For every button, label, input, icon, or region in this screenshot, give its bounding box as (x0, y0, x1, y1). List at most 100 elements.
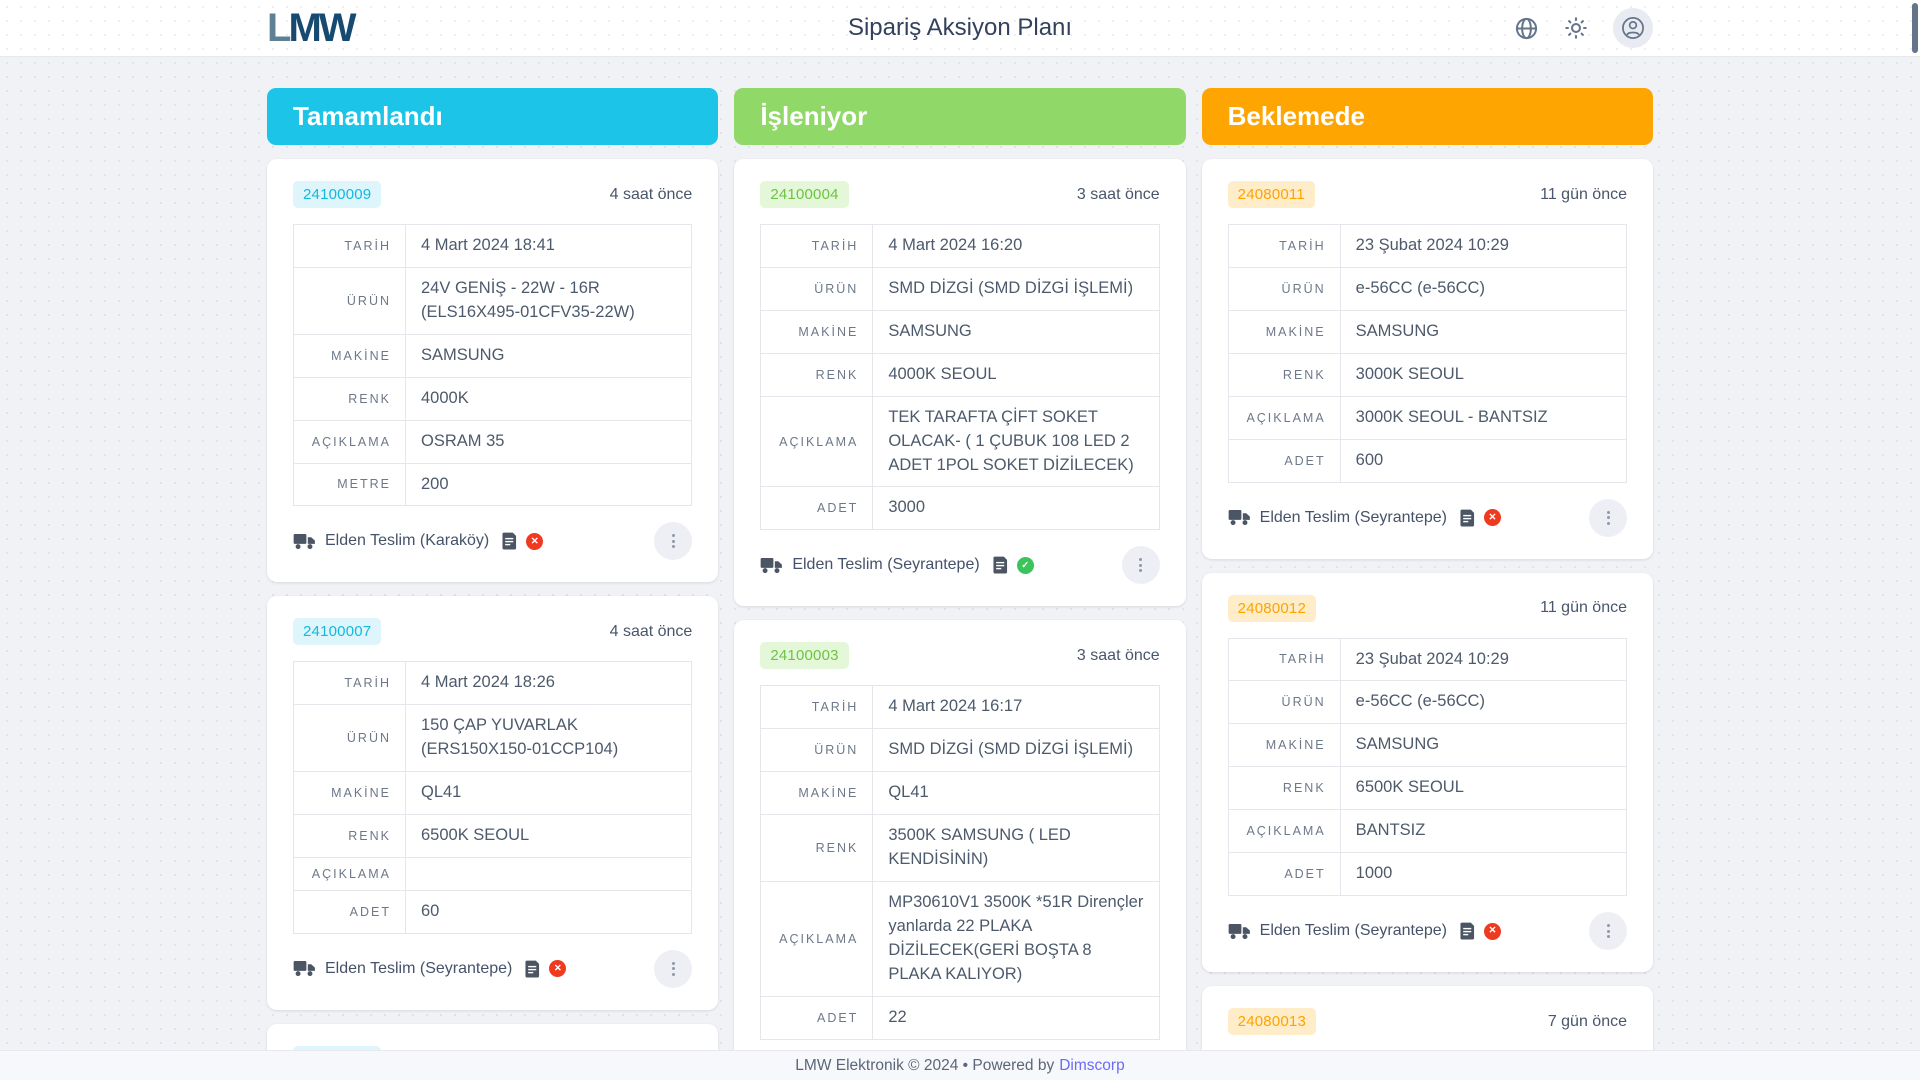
card-menu-button[interactable] (1589, 498, 1627, 537)
detail-row: MAKİNE SAMSUNG (1227, 723, 1628, 768)
order-details-table: TARİH 4 Mart 2024 18:26 ÜRÜN 150 ÇAP YUVARL… (293, 661, 693, 934)
card-footer: Elden Teslim (Seyrantepe) ✕ (1228, 498, 1627, 537)
detail-label: ÜRÜN (293, 266, 406, 335)
time-ago-label: 11 gün önce (1540, 185, 1627, 203)
detail-row: TARİH 23 Şubat 2024 10:29 (1227, 637, 1628, 682)
detail-row: ÜRÜN 150 ÇAP YUVARLAK (ERS150X150-01CCP10… (293, 704, 693, 773)
truck-icon (293, 533, 316, 550)
order-card[interactable]: 24080011 11 gün önce TARİH 23 Şubat 2024 … (1201, 159, 1653, 559)
time-ago-label: 4 saat önce (609, 622, 693, 640)
detail-row: AÇIKLAMA (293, 857, 693, 892)
status-error-icon: ✕ (526, 532, 544, 550)
detail-row: AÇIKLAMA BANTSIZ (1227, 809, 1628, 854)
order-number-badge: 24100009 (293, 181, 382, 208)
card-menu-button[interactable] (1589, 912, 1627, 951)
detail-row: TARİH 4 Mart 2024 16:17 (760, 685, 1160, 730)
detail-row: METRE 200 (293, 462, 693, 507)
page-title: Sipariş Aksiyon Planı (847, 14, 1073, 41)
column-cards: 24100004 3 saat önce TARİH 4 Mart 2024 16… (734, 159, 1186, 1080)
detail-row: MAKİNE SAMSUNG (760, 309, 1160, 354)
detail-label: RENK (1227, 766, 1341, 811)
detail-label: TARİH (293, 224, 406, 268)
document-icon[interactable] (993, 556, 1008, 574)
detail-label: MAKİNE (1227, 723, 1341, 768)
truck-icon (1228, 923, 1251, 940)
order-card[interactable]: 24100009 4 saat önce TARİH 4 Mart 2024 18… (267, 159, 719, 583)
detail-value: SMD DİZGİ (SMD DİZGİ İŞLEMİ) (872, 728, 1160, 773)
order-details-table: TARİH 23 Şubat 2024 10:29 ÜRÜN e-56CC (e-56… (1227, 224, 1628, 483)
page-scrollbar[interactable] (1912, 3, 1918, 53)
column-title: Tamamlandı (293, 101, 443, 131)
detail-row: RENK 3500K SAMSUNG ( LED KENDİSİNİN) (760, 814, 1160, 882)
detail-label: MAKİNE (293, 333, 406, 378)
document-icon[interactable] (1460, 922, 1475, 940)
detail-label: RENK (760, 352, 874, 397)
detail-value: 3000 (872, 486, 1160, 531)
document-icon[interactable] (1460, 509, 1475, 527)
dimscorp-link[interactable]: Dimscorp (1059, 1056, 1125, 1074)
column-title: İşleniyor (760, 101, 868, 131)
order-number-badge: 24100007 (293, 618, 382, 646)
user-icon (1620, 15, 1646, 41)
status-error-icon: ✕ (1484, 509, 1502, 527)
time-ago-label: 11 gün önce (1540, 599, 1627, 617)
user-avatar-button[interactable] (1613, 8, 1653, 48)
delivery-method-label: Elden Teslim (Karaköy) (325, 532, 490, 550)
detail-label: RENK (1227, 352, 1341, 397)
detail-label: TARİH (1227, 224, 1341, 268)
column-cards: 24100009 4 saat önce TARİH 4 Mart 2024 18… (267, 159, 719, 1080)
language-globe-button[interactable] (1514, 16, 1539, 41)
order-number-badge: 24080012 (1227, 594, 1316, 622)
order-details-table: TARİH 4 Mart 2024 16:17 ÜRÜN SMD DİZGİ (SMD… (760, 685, 1160, 1040)
detail-value: 23 Şubat 2024 10:29 (1339, 637, 1628, 682)
footer-text: LMW Elektronik © 2024 • Powered by (795, 1056, 1055, 1074)
detail-label: ADET (293, 890, 406, 934)
order-card[interactable]: 24100004 3 saat önce TARİH 4 Mart 2024 16… (734, 159, 1186, 607)
detail-value: 600 (1339, 438, 1628, 483)
truck-icon (1228, 509, 1251, 526)
order-card[interactable]: 24100007 4 saat önce TARİH 4 Mart 2024 18… (267, 596, 719, 1010)
detail-value: 4 Mart 2024 16:17 (872, 685, 1160, 730)
card-footer: Elden Teslim (Karaköy) ✕ (293, 522, 693, 561)
detail-row: ADET 3000 (760, 486, 1160, 531)
order-details-table: TARİH 4 Mart 2024 16:20 ÜRÜN SMD DİZGİ (SMD… (760, 224, 1160, 531)
card-menu-button[interactable] (1121, 546, 1160, 585)
detail-label: ADET (1227, 438, 1341, 483)
detail-value: 22 (872, 995, 1160, 1040)
detail-label: MAKİNE (760, 771, 874, 816)
theme-toggle-button[interactable] (1563, 15, 1589, 41)
detail-value: OSRAM 35 (404, 419, 693, 464)
document-icon[interactable] (525, 960, 540, 978)
order-number-badge: 24100003 (760, 642, 849, 670)
detail-value: 4000K (404, 376, 693, 421)
time-ago-label: 7 gün önce (1547, 1012, 1627, 1030)
detail-label: TARİH (760, 224, 874, 268)
order-card[interactable]: 24080012 11 gün önce TARİH 23 Şubat 2024 … (1201, 572, 1653, 973)
order-card[interactable]: 24100003 3 saat önce TARİH 4 Mart 2024 16… (734, 620, 1186, 1080)
detail-value: 3500K SAMSUNG ( LED KENDİSİNİN) (872, 814, 1160, 882)
detail-row: AÇIKLAMA OSRAM 35 (293, 419, 693, 464)
detail-label: RENK (293, 376, 406, 421)
order-number-badge: 24080013 (1227, 1008, 1316, 1036)
document-icon[interactable] (502, 532, 517, 550)
detail-value: 200 (404, 462, 693, 507)
detail-value: e-56CC (e-56CC) (1339, 680, 1628, 725)
detail-value: 1000 (1339, 852, 1628, 897)
detail-row: RENK 3000K SEOUL (1227, 352, 1628, 397)
detail-value: 4000K SEOUL (872, 352, 1160, 397)
column-beklemede: Beklemede 24080011 11 gün önce TARİH 23 Ş… (1201, 88, 1653, 1080)
column-isleniyor: İşleniyor 24100004 3 saat önce TARİH 4 Ma… (734, 88, 1186, 1080)
detail-row: MAKİNE QL41 (760, 771, 1160, 816)
detail-value: MP30610V1 3500K *51R Dirençler yanlarda … (872, 880, 1160, 997)
column-header-beklemede: Beklemede (1201, 88, 1653, 145)
kanban-board: Tamamlandı 24100009 4 saat önce TARİH 4 M… (267, 88, 1653, 1080)
card-menu-button[interactable] (654, 949, 693, 988)
detail-row: ADET 60 (293, 890, 693, 934)
detail-value: SMD DİZGİ (SMD DİZGİ İŞLEMİ) (872, 266, 1160, 311)
detail-label: AÇIKLAMA (293, 857, 406, 892)
detail-row: RENK 4000K (293, 376, 693, 421)
detail-label: AÇIKLAMA (293, 419, 406, 464)
lmw-logo[interactable]: LMW (267, 8, 357, 48)
card-menu-button[interactable] (654, 522, 693, 561)
delivery-method-label: Elden Teslim (Seyrantepe) (325, 959, 513, 977)
